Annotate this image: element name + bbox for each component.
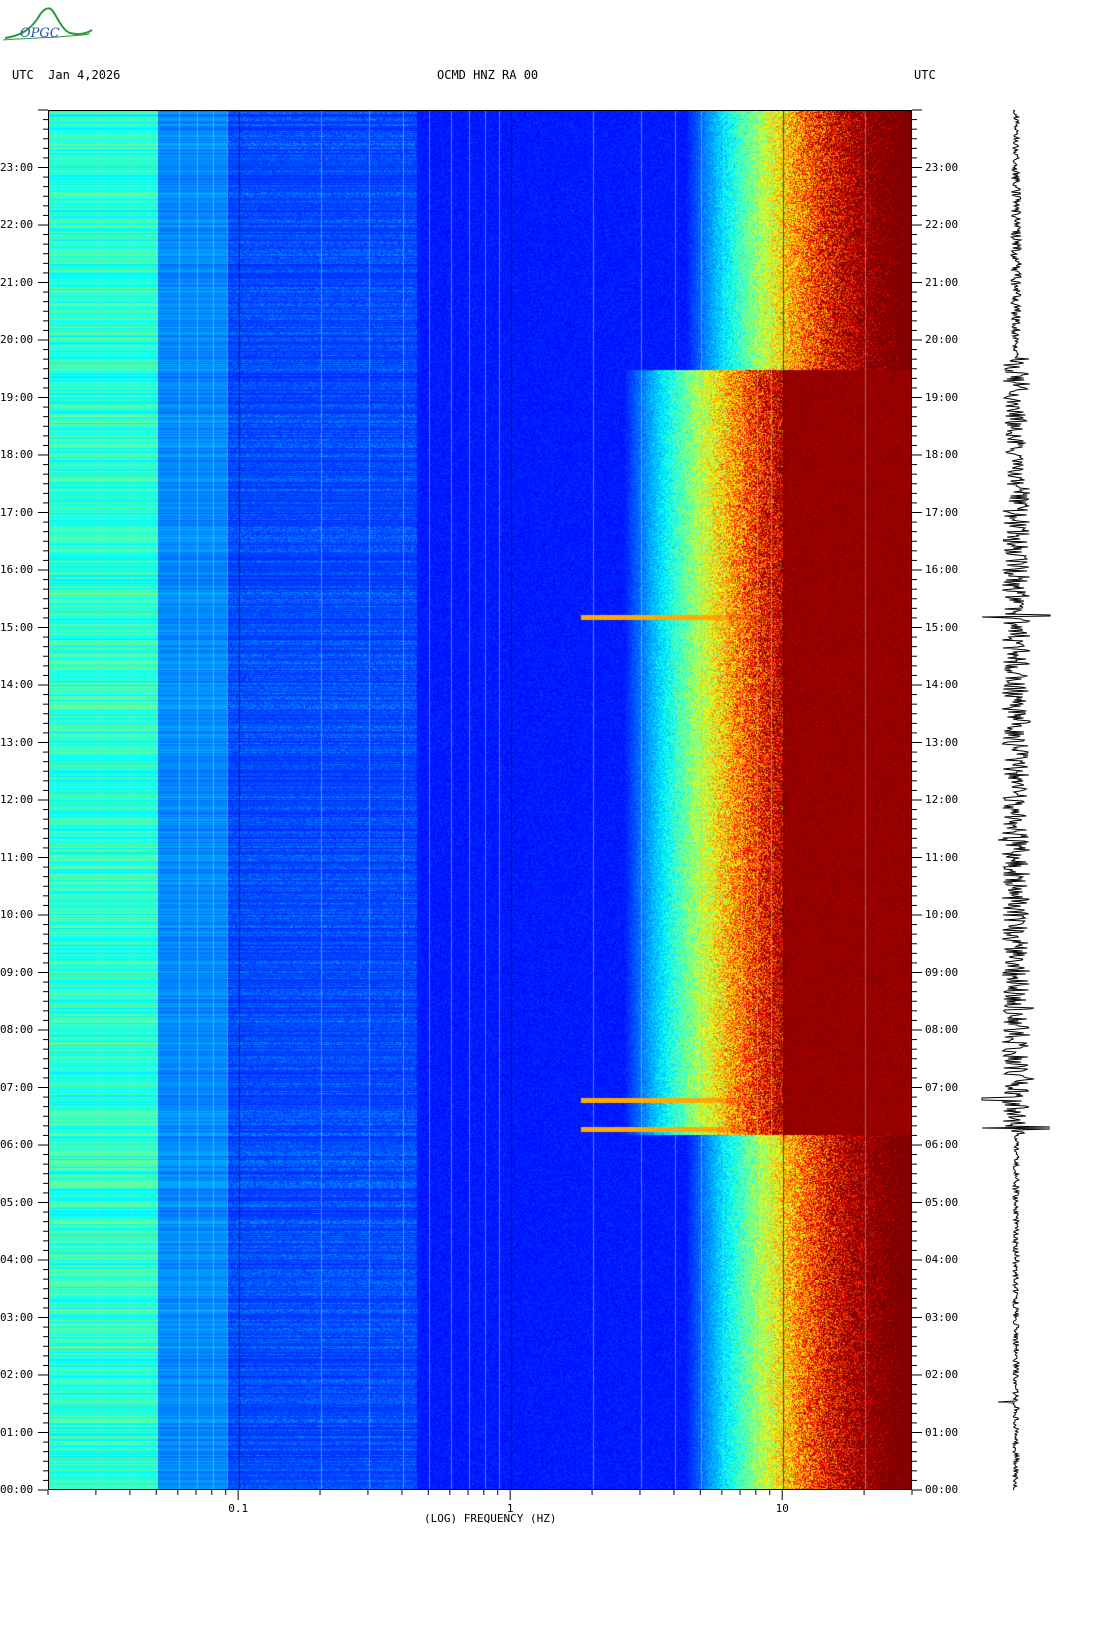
y-tick-label-left: 03:00 <box>0 1310 34 1324</box>
y-tick-label-left: 14:00 <box>0 678 34 691</box>
y-tick-label-left: 09:00 <box>0 965 34 979</box>
y-tick-label-right: 16:00 <box>925 563 959 576</box>
y-tick-label-right: 23:00 <box>925 160 959 174</box>
y-tick-label-right: 20:00 <box>925 333 959 346</box>
y-tick-label-right: 19:00 <box>925 390 959 404</box>
y-tick-label-left: 02:00 <box>0 1368 34 1381</box>
y-tick-label-right: 12:00 <box>925 793 959 806</box>
y-tick-label-left: 21:00 <box>0 275 34 289</box>
y-tick-label-right: 21:00 <box>925 275 959 289</box>
header-right-label: UTC <box>914 68 936 82</box>
y-tick-label-right: 13:00 <box>925 735 959 749</box>
y-tick-label-left: 05:00 <box>0 1195 34 1209</box>
y-tick-label-right: 15:00 <box>925 620 959 634</box>
seismogram-line <box>981 109 1051 1491</box>
y-tick-label-right: 14:00 <box>925 678 959 691</box>
y-tick-label-right: 22:00 <box>925 218 959 231</box>
y-tick-label-left: 04:00 <box>0 1253 34 1266</box>
x-tick-label: 1 <box>506 1502 514 1515</box>
x-tick-label: 10 <box>775 1502 789 1515</box>
y-tick-label-left: 08:00 <box>0 1023 34 1036</box>
spectrogram-heatmap <box>49 111 911 1489</box>
y-tick-label-left: 12:00 <box>0 793 34 806</box>
y-tick-label-left: 07:00 <box>0 1080 34 1094</box>
y-tick-label-right: 00:00 <box>925 1483 959 1496</box>
y-tick-label-right: 08:00 <box>925 1023 959 1036</box>
y-tick-label-right: 17:00 <box>925 505 959 519</box>
y-tick-label-left: 19:00 <box>0 390 34 404</box>
y-tick-label-right: 04:00 <box>925 1253 959 1266</box>
x-tick-label: 0.1 <box>228 1502 249 1515</box>
y-tick-label-right: 06:00 <box>925 1138 959 1151</box>
y-tick-label-left: 17:00 <box>0 505 34 519</box>
opgc-logo: OPGC <box>0 0 95 50</box>
y-tick-label-left: 20:00 <box>0 333 34 346</box>
y-tick-label-right: 09:00 <box>925 965 959 979</box>
x-axis-label: (LOG) FREQUENCY (HZ) <box>424 1512 557 1525</box>
y-tick-label-left: 11:00 <box>0 850 34 864</box>
header-left-label: UTC Jan 4,2026 <box>12 68 121 82</box>
logo-graphic <box>2 7 93 41</box>
spectrogram-plot <box>48 110 912 1490</box>
y-tick-label-left: 23:00 <box>0 160 34 174</box>
y-tick-label-right: 07:00 <box>925 1080 959 1094</box>
y-tick-label-right: 05:00 <box>925 1195 959 1209</box>
y-tick-label-left: 15:00 <box>0 620 34 634</box>
y-tick-label-left: 06:00 <box>0 1138 34 1151</box>
y-tick-label-left: 01:00 <box>0 1425 34 1439</box>
logo-text: OPGC <box>20 26 60 41</box>
y-tick-label-left: 13:00 <box>0 735 34 749</box>
y-tick-label-left: 18:00 <box>0 448 34 461</box>
y-tick-label-left: 00:00 <box>0 1483 34 1496</box>
y-tick-label-left: 16:00 <box>0 563 34 576</box>
y-tick-label-right: 01:00 <box>925 1425 959 1439</box>
y-tick-label-left: 22:00 <box>0 218 34 231</box>
header-title: OCMD HNZ RA 00 <box>437 68 539 82</box>
y-tick-label-right: 11:00 <box>925 850 959 864</box>
y-tick-label-right: 03:00 <box>925 1310 959 1324</box>
y-tick-label-right: 02:00 <box>925 1368 959 1381</box>
y-tick-label-right: 10:00 <box>925 908 959 921</box>
y-tick-label-left: 10:00 <box>0 908 34 921</box>
y-tick-label-right: 18:00 <box>925 448 959 461</box>
